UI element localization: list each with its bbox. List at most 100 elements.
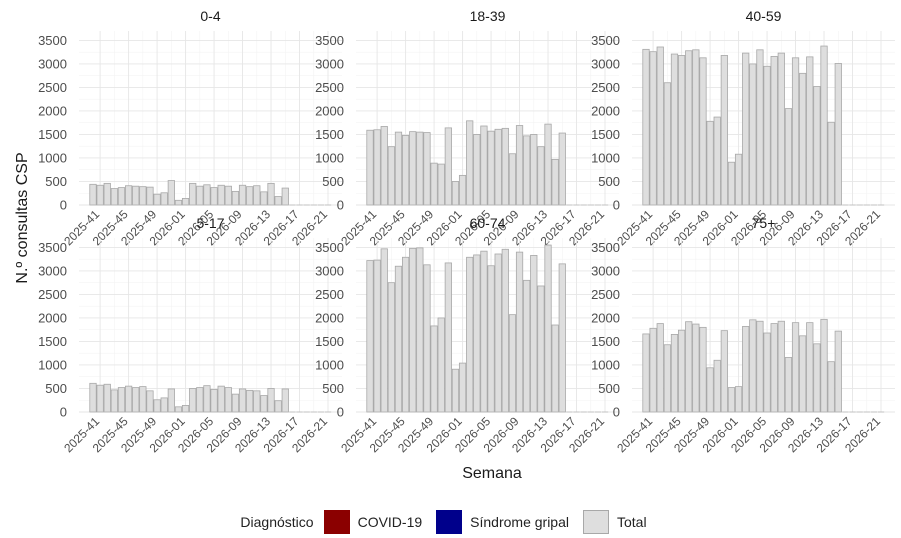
y-tick-label-60-74-1500: 1500 [315,334,344,349]
bar-40-59-2026-03 [749,63,757,206]
bar-60-74-2026-03 [473,254,481,413]
bar-75-2025-46 [685,321,693,413]
bar-40-59-2025-41 [649,51,657,206]
bar-60-74-2026-06 [494,253,502,413]
bar-60-74-2025-43 [387,282,395,413]
bar-18-39-2026-13 [544,123,552,206]
bar-60-74-2025-46 [409,247,417,413]
bar-40-59-2025-40 [642,48,650,206]
bar-0-4-2026-13 [267,182,275,206]
bar-40-59-2025-52 [727,161,736,206]
bar-75-2026-12 [813,343,821,413]
bar-40-59-2025-48 [699,57,707,206]
bar-5-17-2025-43 [110,389,118,413]
y-tick-label-5-17-1500: 1500 [38,334,67,349]
bar-5-17-2025-45 [125,385,133,413]
bar-18-39-2025-42 [380,126,388,206]
bar-18-39-2025-46 [409,131,417,206]
y-tick-label-40-59-2000: 2000 [591,103,620,118]
legend-label-covid: COVID-19 [357,514,423,530]
bar-5-17-2026-04 [203,385,211,413]
bar-5-17-2025-51 [167,388,175,413]
bar-75-2026-06 [770,323,778,413]
bar-40-59-2025-43 [663,82,671,206]
bar-0-4-2025-46 [132,185,140,206]
bar-0-4-2025-43 [110,188,118,206]
bar-18-39-2026-07 [501,127,509,206]
bar-5-17-2026-12 [260,395,268,413]
bar-40-59-2025-44 [670,53,679,206]
bar-60-74-2026-01 [458,362,467,413]
y-tick-label-0-4-2500: 2500 [38,80,67,95]
legend-swatch-sindrome-gripal [436,510,463,534]
bar-0-4-2026-05 [210,187,218,206]
bar-0-4-2026-04 [203,184,211,206]
legend-label-sindrome-gripal: Síndrome gripal [470,514,569,530]
bar-18-39-2026-10 [523,135,531,206]
y-tick-label-75-3500: 3500 [591,240,620,255]
bar-75-2026-04 [756,320,764,413]
y-tick-label-5-17-3500: 3500 [38,240,67,255]
bar-0-4-2026-09 [238,184,247,206]
bar-75-2026-13 [820,318,828,413]
y-tick-label-60-74-2000: 2000 [315,310,344,325]
bar-18-39-2025-45 [402,134,410,206]
y-tick-label-18-39-2500: 2500 [315,80,344,95]
bar-5-17-2026-03 [196,387,204,413]
bar-60-74-2026-15 [558,263,566,413]
legend-item-total: Total [582,510,647,534]
y-tick-label-0-4-2000: 2000 [38,103,67,118]
bar-75-2026-15 [834,330,842,413]
y-tick-label-5-17-2000: 2000 [38,310,67,325]
bar-5-17-2026-08 [231,393,240,413]
bar-75-2025-51 [720,330,728,413]
bar-40-59-2026-14 [827,121,835,206]
bar-5-17-2026-07 [224,387,232,413]
bar-0-4-2025-50 [160,192,168,206]
bar-60-74-2026-04 [480,250,488,413]
facet-title-0-4: 0-4 [200,8,220,24]
bar-75-2025-47 [692,323,700,413]
bar-0-4-2026-06 [217,184,225,206]
y-tick-label-60-74-500: 500 [322,381,344,396]
bar-18-39-2025-52 [451,181,460,206]
y-tick-label-75-0: 0 [613,405,620,420]
bar-18-39-2026-05 [487,130,495,206]
bar-40-59-2026-15 [834,63,842,206]
bar-75-2026-02 [742,326,750,413]
bar-60-74-2025-51 [444,262,452,413]
y-tick-label-40-59-2500: 2500 [591,80,620,95]
y-tick-label-40-59-0: 0 [613,198,620,213]
bar-5-17-2026-14 [274,400,282,413]
y-tick-label-5-17-0: 0 [60,405,67,420]
bar-5-17-2025-52 [174,406,183,413]
y-tick-label-18-39-1500: 1500 [315,127,344,142]
bar-60-74-2026-08 [508,314,517,413]
y-tick-label-18-39-2000: 2000 [315,103,344,118]
bar-60-74-2025-45 [402,256,410,413]
bar-0-4-2026-02 [189,182,197,206]
y-tick-label-5-17-500: 500 [45,381,67,396]
bar-60-74-2026-05 [487,265,495,413]
bar-18-39-2025-50 [437,163,445,206]
bar-60-74-2025-49 [430,325,438,413]
bar-0-4-2025-47 [139,186,147,206]
bar-40-59-2026-11 [806,56,814,206]
bar-0-4-2025-44 [117,187,126,206]
bar-18-39-2025-51 [444,127,452,206]
bar-18-39-2026-12 [537,146,545,206]
bar-75-2026-14 [827,361,835,413]
bar-75-2025-45 [678,329,686,413]
y-tick-label-0-4-500: 500 [45,174,67,189]
y-tick-label-75-2000: 2000 [591,310,620,325]
bar-0-4-2026-15 [281,187,289,206]
bar-40-59-2025-49 [706,120,714,206]
bar-75-2025-49 [706,367,714,413]
bar-40-59-2026-08 [784,108,793,206]
bar-18-39-2026-14 [551,158,559,206]
bar-18-39-2025-41 [373,129,381,206]
bar-5-17-2025-42 [103,383,111,413]
legend: Diagnóstico COVID-19 Síndrome gripal Tot… [0,507,901,537]
bar-60-74-2026-02 [466,256,474,413]
y-tick-label-0-4-3500: 3500 [38,33,67,48]
